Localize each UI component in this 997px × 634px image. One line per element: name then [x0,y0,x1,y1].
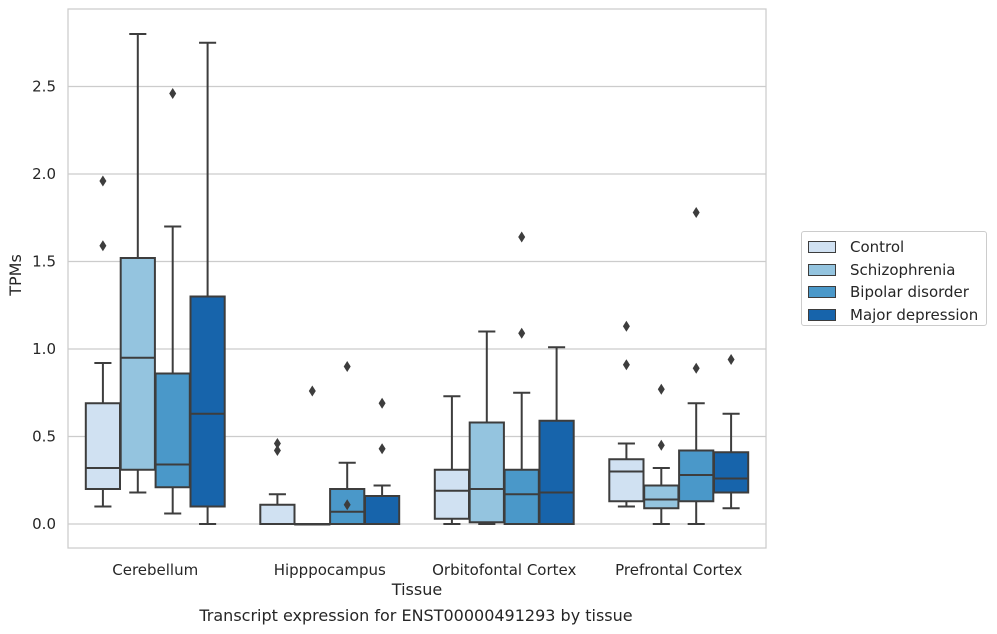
x-tick-labels: Cerebellum Hipppocampus Orbitofontal Corte… [112,561,742,579]
legend-swatch [808,263,836,276]
outlier-point [378,443,386,455]
box-3-2 [678,207,715,525]
outlier-point [169,88,177,99]
outlier-point [622,359,630,371]
x-tick-label: Hipppocampus [274,561,386,579]
outlier-point [99,175,107,187]
outlier-point [692,362,700,374]
outlier-point [518,231,526,243]
outlier-point [692,207,700,218]
box-0-2 [154,88,191,515]
box-3-0 [608,320,645,508]
box-iqr [712,451,750,494]
y-tick-label: 1.0 [32,340,56,358]
box-iqr [468,421,505,524]
plot-boxes [84,33,750,526]
outlier-point [273,438,281,449]
box-2-3 [538,346,575,525]
y-tick-label: 2.5 [32,78,56,96]
box-2-2 [503,231,540,525]
legend-item: Major depression [808,304,980,327]
outlier-point [308,385,316,397]
box-0-3 [189,41,226,525]
x-tick-label: Cerebellum [112,561,198,579]
box-3-1 [643,383,680,525]
legend: Control Schizophrenia Bipolar disorder Majo… [801,231,987,326]
box-iqr [608,458,645,503]
box-iqr [154,372,191,489]
box-2-0 [433,395,471,525]
plot-frame [67,8,767,549]
outlier-point [99,240,107,252]
box-0-1 [119,33,156,494]
legend-item: Schizophrenia [808,259,980,282]
outlier-point [518,327,526,339]
box-1-3 [363,397,401,525]
box-3-3 [712,354,750,510]
box-1-0 [259,438,296,525]
box-iqr [84,402,122,490]
legend-swatch [808,286,836,299]
box-0-0 [84,175,122,508]
box-iqr [643,484,680,510]
legend-label: Major depression [850,305,979,324]
y-axis-label: TPMs [6,254,25,297]
outlier-point [657,383,665,395]
outlier-point [378,397,386,409]
x-tick-label: Orbitofontal Cortex [432,561,576,579]
y-tick-label: 1.5 [32,253,56,271]
outlier-point [343,361,351,372]
box-2-1 [468,330,505,525]
box-iqr [503,468,540,525]
chart-caption: Transcript expression for ENST0000049129… [199,606,633,625]
legend-item: Control [808,236,980,259]
box-iqr [538,419,575,525]
outlier-point [273,445,281,456]
outlier-point [622,320,630,332]
box-iqr [433,468,471,520]
outlier-point [657,439,665,451]
legend-label: Bipolar disorder [850,283,969,302]
box-iqr [363,495,401,525]
box-iqr [189,295,226,508]
y-tick-label: 0.0 [32,515,56,533]
legend-label: Schizophrenia [850,260,956,279]
box-1-1 [294,385,331,526]
box-iqr [119,257,156,471]
legend-swatch [808,308,836,321]
legend-swatch [808,241,836,254]
y-tick-label: 0.5 [32,428,56,446]
y-tick-labels: 0.0 0.5 1.0 1.5 2.0 2.5 [32,78,56,534]
outlier-point [727,354,735,365]
x-tick-label: Prefrontal Cortex [615,561,742,579]
box-iqr [259,503,296,525]
y-tick-label: 2.0 [32,165,56,183]
x-axis-label: Tissue [391,580,442,599]
legend-item: Bipolar disorder [808,281,980,304]
box-1-2 [329,361,366,525]
legend-label: Control [850,238,905,257]
outlier-point [343,499,351,511]
